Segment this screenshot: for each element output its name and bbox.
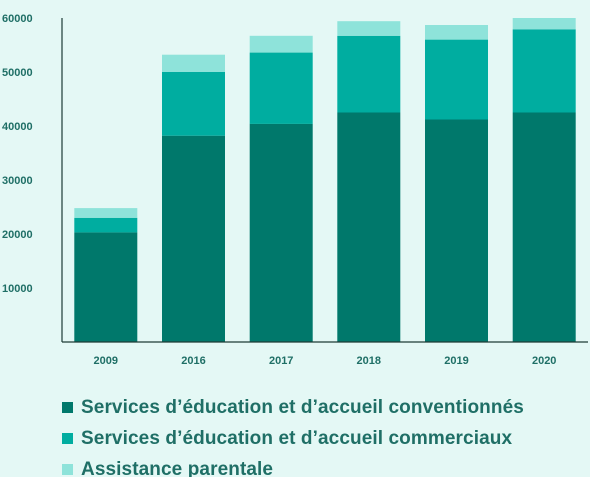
bar-2019-series-1 [425,119,488,342]
bar-2009-series-2 [74,217,138,233]
x-tick-label-2016: 2016 [181,355,205,367]
y-tick-label-60000: 60000 [2,13,33,25]
bar-2017-series-3 [249,35,313,53]
bar-2020-series-1 [512,112,576,342]
bar-2016-series-1 [162,135,225,342]
bar-2018-series-1 [337,112,401,342]
bar-2009-series-3 [74,208,138,218]
y-tick-label-10000: 10000 [2,283,33,295]
bar-2018-series-3 [337,21,401,36]
bar-2019-series-2 [425,39,488,120]
bar-2020-series-3 [512,18,576,30]
bar-2016-series-3 [162,54,225,72]
y-tick-label-50000: 50000 [2,67,33,79]
y-tick-label-30000: 30000 [2,175,33,187]
legend-label-assistance-parentale: Assistance parentale [81,459,274,477]
bar-2016-series-2 [162,72,225,136]
x-tick-label-2019: 2019 [444,355,468,367]
bar-2018-series-2 [337,35,401,113]
bar-2017-series-2 [249,52,313,124]
y-tick-label-40000: 40000 [2,121,33,133]
x-tick-label-2009: 2009 [94,355,118,367]
legend-label-commerciaux: Services d’éducation et d’accueil commer… [81,428,513,449]
bar-2020-series-2 [512,29,576,113]
legend-item-commerciaux: Services d’éducation et d’accueil commer… [62,423,590,454]
x-tick-label-2020: 2020 [532,355,556,367]
bars-layer [74,18,576,342]
legend-swatch-commerciaux [62,433,73,444]
legend-item-conventionnes: Services d’éducation et d’accueil conven… [62,392,590,423]
x-tick-label-2018: 2018 [357,355,381,367]
y-tick-label-20000: 20000 [2,229,33,241]
x-tick-label-2017: 2017 [269,355,293,367]
x-tick-labels: 2009 2016 2017 2018 2019 2020 [94,355,557,367]
axes-layer [61,18,588,343]
legend: Services d’éducation et d’accueil conven… [62,392,590,477]
bar-2019-series-3 [425,25,488,40]
bar-2009-series-1 [74,232,138,342]
legend-swatch-conventionnes [62,402,73,413]
legend-swatch-assistance-parentale [62,464,73,475]
legend-label-conventionnes: Services d’éducation et d’accueil conven… [81,397,524,418]
y-tick-labels: 10000 20000 30000 40000 50000 60000 [2,13,33,295]
bar-2017-series-1 [249,123,313,342]
legend-item-assistance-parentale: Assistance parentale [62,454,590,477]
